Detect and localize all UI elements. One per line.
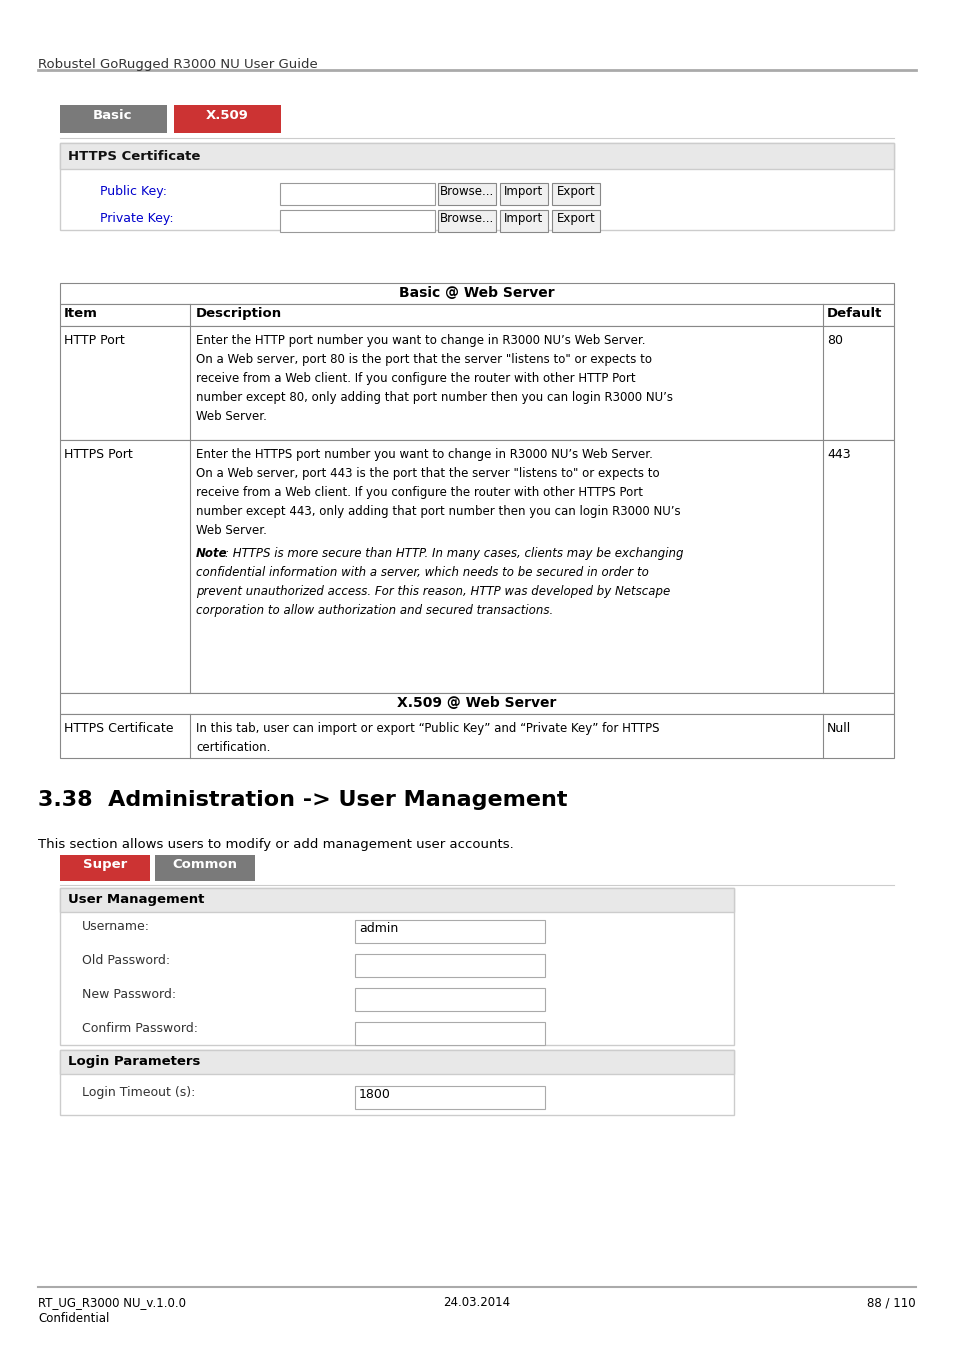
- Bar: [355, 1085, 544, 1108]
- Bar: [60, 888, 733, 1045]
- Text: Private Key:: Private Key:: [100, 212, 173, 225]
- Text: Description: Description: [195, 306, 282, 320]
- Text: 80: 80: [826, 333, 842, 347]
- Text: 443: 443: [826, 448, 850, 460]
- Bar: [60, 143, 893, 169]
- Text: On a Web server, port 80 is the port that the server "listens to" or expects to: On a Web server, port 80 is the port tha…: [195, 352, 651, 366]
- Text: HTTPS Port: HTTPS Port: [64, 448, 132, 460]
- Text: Confirm Password:: Confirm Password:: [82, 1022, 198, 1035]
- Bar: [437, 211, 496, 232]
- Text: 1800: 1800: [358, 1088, 391, 1102]
- Bar: [437, 184, 496, 205]
- Text: HTTPS Certificate: HTTPS Certificate: [68, 150, 200, 163]
- Text: receive from a Web client. If you configure the router with other HTTPS Port: receive from a Web client. If you config…: [195, 486, 642, 500]
- Text: Basic @ Web Server: Basic @ Web Server: [398, 286, 555, 300]
- Text: User Management: User Management: [68, 892, 204, 906]
- Text: Import: Import: [504, 185, 543, 198]
- Bar: [173, 105, 281, 134]
- Text: Enter the HTTP port number you want to change in R3000 NU’s Web Server.: Enter the HTTP port number you want to c…: [195, 333, 645, 347]
- Text: Web Server.: Web Server.: [195, 410, 267, 423]
- Text: Super: Super: [83, 859, 127, 871]
- Text: 24.03.2014: 24.03.2014: [443, 1296, 510, 1310]
- Bar: [499, 184, 547, 205]
- Text: Browse...: Browse...: [439, 212, 494, 225]
- Text: Enter the HTTPS port number you want to change in R3000 NU’s Web Server.: Enter the HTTPS port number you want to …: [195, 448, 652, 460]
- Text: certification.: certification.: [195, 741, 270, 755]
- Text: Null: Null: [826, 722, 850, 734]
- Text: Public Key:: Public Key:: [100, 185, 167, 198]
- Text: Export: Export: [556, 185, 595, 198]
- Text: Old Password:: Old Password:: [82, 954, 170, 967]
- Bar: [280, 211, 435, 232]
- Text: RT_UG_R3000 NU_v.1.0.0: RT_UG_R3000 NU_v.1.0.0: [38, 1296, 186, 1310]
- Text: prevent unauthorized access. For this reason, HTTP was developed by Netscape: prevent unauthorized access. For this re…: [195, 585, 670, 598]
- Text: This section allows users to modify or add management user accounts.: This section allows users to modify or a…: [38, 838, 514, 850]
- Text: HTTPS Certificate: HTTPS Certificate: [64, 722, 173, 734]
- Bar: [60, 143, 893, 230]
- Text: number except 443, only adding that port number then you can login R3000 NU’s: number except 443, only adding that port…: [195, 505, 679, 518]
- Text: Login Parameters: Login Parameters: [68, 1054, 200, 1068]
- Text: Username:: Username:: [82, 919, 150, 933]
- Text: Common: Common: [172, 859, 237, 871]
- Bar: [60, 714, 893, 757]
- Text: Import: Import: [504, 212, 543, 225]
- Text: confidential information with a server, which needs to be secured in order to: confidential information with a server, …: [195, 566, 648, 579]
- Bar: [60, 1050, 733, 1075]
- Bar: [499, 211, 547, 232]
- Text: 88 / 110: 88 / 110: [866, 1296, 915, 1310]
- Text: Basic: Basic: [93, 109, 132, 122]
- Bar: [60, 440, 893, 693]
- Text: number except 80, only adding that port number then you can login R3000 NU’s: number except 80, only adding that port …: [195, 392, 672, 404]
- Bar: [154, 855, 254, 882]
- Text: Note: Note: [195, 547, 228, 560]
- Bar: [355, 954, 544, 977]
- Text: Web Server.: Web Server.: [195, 524, 267, 537]
- Text: : HTTPS is more secure than HTTP. In many cases, clients may be exchanging: : HTTPS is more secure than HTTP. In man…: [225, 547, 682, 560]
- Bar: [280, 184, 435, 205]
- Text: Export: Export: [556, 212, 595, 225]
- Text: admin: admin: [358, 922, 397, 936]
- Text: On a Web server, port 443 is the port that the server "listens to" or expects to: On a Web server, port 443 is the port th…: [195, 467, 659, 481]
- Bar: [60, 325, 893, 440]
- Text: 3.38  Administration -> User Management: 3.38 Administration -> User Management: [38, 790, 567, 810]
- Bar: [60, 693, 893, 714]
- Bar: [355, 919, 544, 944]
- Text: Confidential: Confidential: [38, 1312, 110, 1324]
- Bar: [552, 184, 599, 205]
- Bar: [60, 1050, 733, 1115]
- Bar: [60, 888, 733, 913]
- Bar: [60, 284, 893, 304]
- Text: Default: Default: [826, 306, 882, 320]
- Text: Login Timeout (s):: Login Timeout (s):: [82, 1085, 195, 1099]
- Bar: [552, 211, 599, 232]
- Bar: [60, 105, 167, 134]
- Text: New Password:: New Password:: [82, 988, 176, 1000]
- Text: X.509 @ Web Server: X.509 @ Web Server: [396, 697, 557, 710]
- Text: corporation to allow authorization and secured transactions.: corporation to allow authorization and s…: [195, 603, 553, 617]
- Bar: [60, 304, 893, 325]
- Text: In this tab, user can import or export “Public Key” and “Private Key” for HTTPS: In this tab, user can import or export “…: [195, 722, 659, 734]
- Text: Browse...: Browse...: [439, 185, 494, 198]
- Text: Item: Item: [64, 306, 98, 320]
- Text: receive from a Web client. If you configure the router with other HTTP Port: receive from a Web client. If you config…: [195, 373, 635, 385]
- Bar: [355, 988, 544, 1011]
- Bar: [355, 1022, 544, 1045]
- Text: X.509: X.509: [205, 109, 248, 122]
- Text: Robustel GoRugged R3000 NU User Guide: Robustel GoRugged R3000 NU User Guide: [38, 58, 317, 72]
- Bar: [60, 855, 150, 882]
- Text: HTTP Port: HTTP Port: [64, 333, 125, 347]
